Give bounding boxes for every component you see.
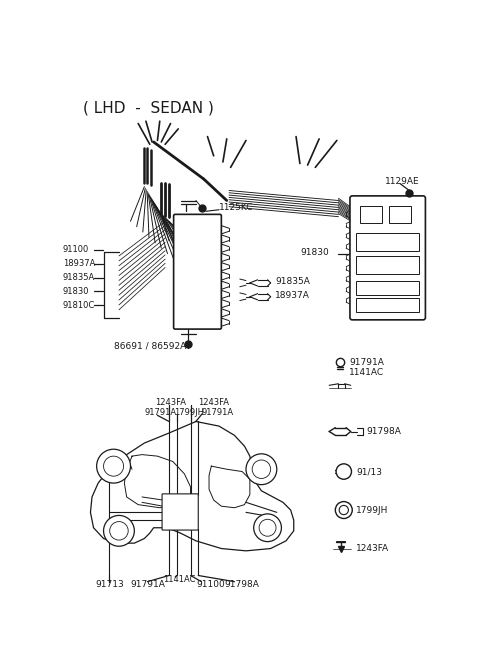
Bar bbox=[389, 206, 411, 223]
Text: 1141AC: 1141AC bbox=[163, 575, 195, 584]
Text: 91791A: 91791A bbox=[201, 408, 233, 417]
Text: 1799JH: 1799JH bbox=[356, 505, 388, 514]
Text: 91791A: 91791A bbox=[144, 408, 177, 417]
Text: 1799JH: 1799JH bbox=[174, 408, 204, 417]
Text: 91791A: 91791A bbox=[349, 357, 384, 367]
Text: 91100: 91100 bbox=[63, 245, 89, 254]
Text: 91/13: 91/13 bbox=[356, 467, 382, 476]
Text: 1129AE: 1129AE bbox=[384, 177, 419, 186]
Text: 18937A: 18937A bbox=[275, 290, 310, 300]
Circle shape bbox=[96, 449, 131, 483]
Circle shape bbox=[339, 505, 348, 514]
Circle shape bbox=[254, 514, 281, 541]
Text: 1243FA: 1243FA bbox=[356, 544, 389, 553]
Text: 91798A: 91798A bbox=[366, 427, 401, 436]
FancyBboxPatch shape bbox=[174, 214, 221, 329]
Text: 18937A: 18937A bbox=[63, 259, 95, 268]
Text: 91830: 91830 bbox=[300, 248, 329, 257]
Text: 91713: 91713 bbox=[96, 580, 125, 589]
Circle shape bbox=[104, 516, 134, 546]
FancyBboxPatch shape bbox=[162, 494, 198, 530]
Text: 91100: 91100 bbox=[196, 580, 225, 589]
Text: 91798A: 91798A bbox=[225, 580, 259, 589]
Bar bbox=[356, 233, 419, 252]
Text: ( LHD  -  SEDAN ): ( LHD - SEDAN ) bbox=[83, 101, 214, 116]
Polygon shape bbox=[90, 422, 294, 551]
Text: 91830: 91830 bbox=[63, 287, 89, 296]
Text: 86691 / 86592A: 86691 / 86592A bbox=[114, 342, 186, 351]
Text: 91810C: 91810C bbox=[63, 301, 95, 309]
Text: 91835A: 91835A bbox=[275, 277, 310, 286]
FancyBboxPatch shape bbox=[350, 196, 425, 320]
Text: 91791A: 91791A bbox=[131, 580, 166, 589]
Circle shape bbox=[246, 454, 277, 485]
Bar bbox=[356, 298, 419, 312]
Bar bbox=[356, 281, 419, 295]
Circle shape bbox=[110, 522, 128, 540]
Text: 1125KC: 1125KC bbox=[219, 203, 253, 212]
Text: 91835A: 91835A bbox=[63, 273, 95, 282]
Text: 1243FA: 1243FA bbox=[155, 397, 186, 407]
Circle shape bbox=[336, 464, 351, 479]
Text: 1243FA: 1243FA bbox=[198, 397, 229, 407]
Circle shape bbox=[259, 519, 276, 536]
Bar bbox=[356, 256, 419, 275]
Circle shape bbox=[252, 460, 271, 478]
Text: 1141AC: 1141AC bbox=[349, 369, 384, 378]
Circle shape bbox=[104, 456, 123, 476]
Circle shape bbox=[336, 501, 352, 518]
Bar bbox=[360, 206, 382, 223]
